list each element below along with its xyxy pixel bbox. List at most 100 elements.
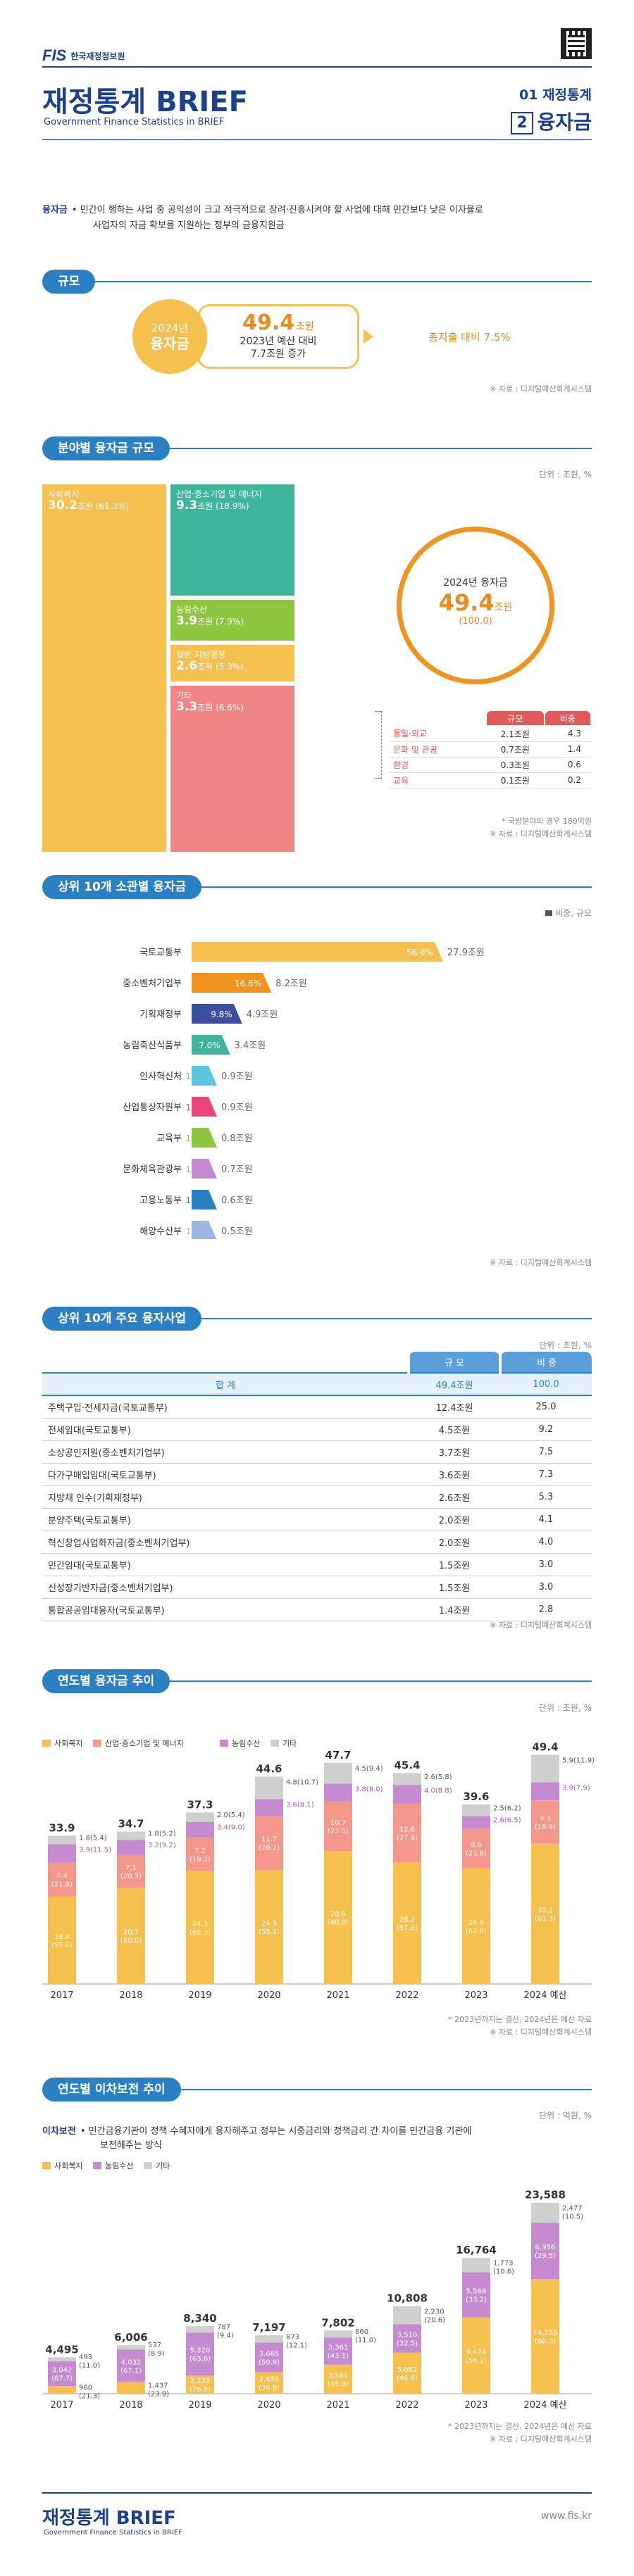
bar-segment <box>462 2258 490 2273</box>
dept-label: 해양수산부 <box>139 1226 182 1237</box>
segment-label: 3.6(8.1) <box>286 1801 314 1809</box>
bar-segment <box>462 1868 490 1984</box>
other-table-cell: 환경 <box>389 757 487 773</box>
segment-label: 860 <box>355 2328 368 2336</box>
other-table-cell: 교육 <box>389 772 487 788</box>
bar-segment <box>48 1844 76 1863</box>
proj-cell: 민간임대(국토교통부) <box>42 1553 409 1576</box>
segment-label: 20.7 <box>123 1929 139 1937</box>
segment-label: 7.4 <box>56 1873 68 1880</box>
other-table-header: 규모 <box>485 710 545 727</box>
proj-total-cell: 49.4조원 <box>409 1372 500 1396</box>
segment-label: (60.0) <box>328 1919 349 1927</box>
interest-term: 이차보전 <box>42 2126 76 2137</box>
legend-swatch <box>42 2162 51 2169</box>
dept-pct: 7.0% <box>199 1041 220 1050</box>
bar-segment <box>117 2349 145 2382</box>
segment-label: (67.7) <box>51 2375 73 2382</box>
bar-segment <box>186 2375 214 2394</box>
legend-label: 기타 <box>156 2161 170 2170</box>
other-table-cell: 1.4 <box>544 741 591 758</box>
segment-label: 9.3 <box>540 1815 551 1823</box>
dept-label: 농림축산식품부 <box>123 1041 182 1051</box>
dept-amount: 3.4조원 <box>235 1041 266 1051</box>
dept-label: 중소벤처기업부 <box>123 979 182 989</box>
segment-label: 3,361 <box>328 2344 349 2351</box>
segment-label: 12.6 <box>399 1826 415 1834</box>
bar-total: 6,006 <box>114 2331 147 2344</box>
segment-label: (27.8) <box>397 1835 418 1842</box>
footer-title: 재정통계 BRIEF <box>42 2508 176 2529</box>
dept-label: 문화체육관광부 <box>123 1164 182 1175</box>
proj-row: 통합공공임대융자(국토교통부) 1.4조원 2.8 <box>42 1598 592 1621</box>
scale-label: 융자금 <box>150 335 189 352</box>
bar-segment <box>393 1773 421 1785</box>
sector-block-value: 2.6조원 (5.3%) <box>176 660 289 672</box>
dept-legend-swatch <box>545 910 553 916</box>
segment-label: 2.6(6.5) <box>493 1816 521 1824</box>
dept-amount: 0.8조원 <box>221 1133 253 1144</box>
sector-total-label: 2024년 융자금 <box>443 577 508 589</box>
interest-note: * 2023년까지는 결산, 2024년은 예산 자료 <box>448 2422 592 2431</box>
x-tick: 2023 <box>464 1990 487 2001</box>
segment-label: 3,516 <box>397 2332 418 2339</box>
segment-label: 3.9(7.9) <box>562 1785 590 1792</box>
qr-code-icon <box>561 28 592 59</box>
bar-segment <box>324 1783 352 1802</box>
dept-amount: 8.2조원 <box>275 979 307 989</box>
dept-bar <box>192 1097 217 1117</box>
scale-circle: 2024년 융자금 <box>132 299 207 374</box>
segment-label: (9.4) <box>217 2332 234 2340</box>
dept-amount: 0.7조원 <box>221 1164 253 1175</box>
segment-label: 787 <box>217 2324 230 2332</box>
segment-label: (23.9) <box>148 2391 169 2399</box>
sector-other-bracket <box>375 711 382 779</box>
legend-swatch <box>93 1740 101 1747</box>
dept-amount: 0.9조원 <box>221 1102 253 1113</box>
proj-row: 주택구입·전세자금(국토교통부) 12.4조원 25.0 <box>42 1395 592 1419</box>
other-table-cell: 문화 및 관광 <box>389 741 487 758</box>
dept-amount: 0.9조원 <box>221 1072 253 1082</box>
sector-block-amount: 30.2 <box>48 498 77 513</box>
segment-label: (67.1) <box>120 2367 142 2375</box>
bar-segment <box>255 1799 283 1816</box>
bar-segment <box>393 2324 421 2353</box>
footer-url[interactable]: www.fis.kr <box>541 2511 592 2522</box>
section-sector-line <box>42 448 592 449</box>
bar-segment <box>531 2223 559 2280</box>
sector-block-pct: 조원 (18.9%) <box>197 501 249 511</box>
bar-segment <box>324 2337 352 2365</box>
interest-desc1: • 민간금융기관이 정책 수혜자에게 융자해주고 정부는 시중금리와 정책금리 … <box>80 2126 472 2137</box>
intro-desc1: • 민간이 행하는 사업 중 공익성이 크고 적극적으로 장려·진흥시켜야 할 … <box>71 205 483 215</box>
proj-cell: 2.6조원 <box>409 1485 500 1509</box>
segment-label: 1,437 <box>148 2382 168 2390</box>
x-tick: 2017 <box>50 2400 73 2411</box>
sector-block-value: 9.3조원 (18.9%) <box>176 500 289 512</box>
legend-swatch <box>271 1740 279 1747</box>
segment-label: 3,665 <box>259 2350 280 2358</box>
bar-segment <box>255 2372 283 2394</box>
bar-total: 33.9 <box>49 1821 75 1834</box>
intro-term: 융자금 <box>42 205 68 215</box>
bar-segment <box>324 1762 352 1784</box>
scale-box: 49.4 조원 2023년 예산 대비 7.7조원 증가 <box>197 304 359 369</box>
bar-segment <box>462 1816 490 1828</box>
dept-pct: 9.8% <box>211 1010 232 1019</box>
sector-block-pct: 조원 (5.3%) <box>197 662 244 672</box>
proj-cell: 3.7조원 <box>409 1440 500 1464</box>
segment-label: (45.9) <box>328 2380 349 2388</box>
section-yearly-title: 연도별 융자금 추이 <box>42 1669 170 1693</box>
sector-note: * 국방분야의 경우 180억원 <box>501 817 592 826</box>
proj-cell: 다가구매입임대(국토교통부) <box>42 1463 409 1486</box>
bar-segment <box>531 2202 559 2223</box>
proj-cell: 4.5조원 <box>409 1418 500 1441</box>
proj-cell: 전세임대(국토교통부) <box>42 1418 409 1441</box>
segment-label: 3,042 <box>52 2366 73 2374</box>
section-sector-title: 분야별 융자금 규모 <box>42 436 170 460</box>
dept-label: 산업통상자원부 <box>123 1102 182 1113</box>
bar-segment <box>324 2330 352 2338</box>
legend-label: 농림수산 <box>232 1739 260 1748</box>
segment-label: 9,424 <box>466 2349 487 2356</box>
proj-header: 규 모 <box>407 1352 500 1373</box>
dept-source: ※ 자료 : 디지털예산회계시스템 <box>490 1258 592 1267</box>
